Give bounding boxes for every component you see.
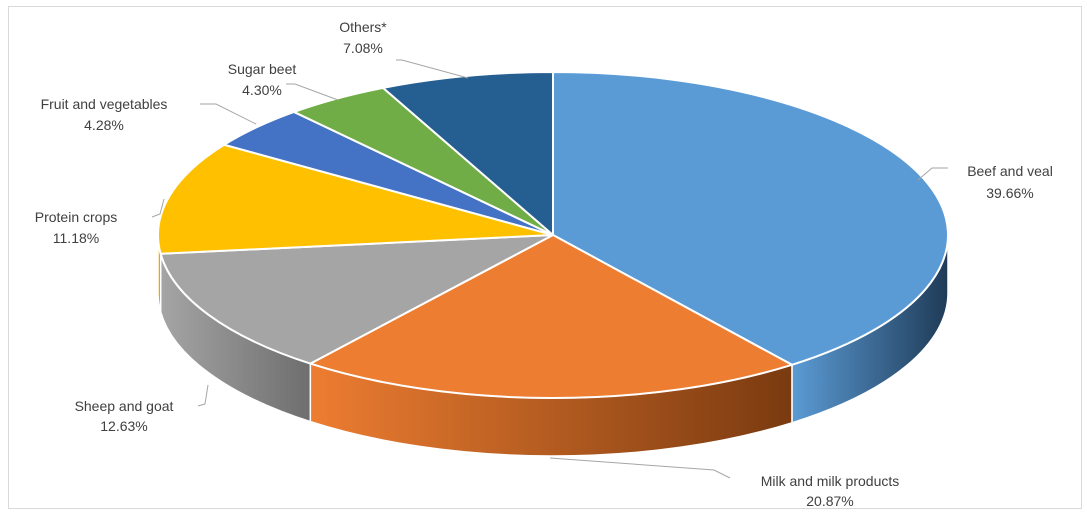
label-name-sheep: Sheep and goat [75, 398, 174, 414]
leader-line-protein [151, 198, 165, 218]
label-value-protein: 11.18% [53, 230, 99, 246]
label-value-sugar: 4.30% [242, 82, 282, 98]
label-name-beef: Beef and veal [967, 163, 1053, 179]
label-value-others: 7.08% [343, 40, 383, 56]
leader-line-beef [917, 167, 948, 181]
label-name-protein: Protein crops [35, 209, 117, 225]
label-name-fruit: Fruit and vegetables [41, 96, 168, 112]
label-name-milk: Milk and milk products [761, 473, 900, 489]
label-value-fruit: 4.28% [84, 117, 124, 133]
pie-slices [157, 71, 949, 399]
label-name-sugar: Sugar beet [228, 61, 297, 77]
slice-protein [157, 143, 554, 255]
label-value-sheep: 12.63% [100, 418, 147, 434]
leader-line-sheep [197, 384, 209, 407]
slice-beef [552, 71, 949, 366]
data-labels: Beef and veal 39.66% Milk and milk produ… [35, 19, 1053, 509]
leader-lines [151, 59, 948, 479]
label-value-milk: 20.87% [806, 493, 853, 509]
slice-others [382, 71, 554, 236]
leader-line-fruit [200, 103, 257, 125]
slice-milk [309, 234, 793, 399]
leader-line-sugar [286, 83, 339, 101]
label-value-beef: 39.66% [986, 185, 1033, 201]
leader-line-milk [549, 457, 731, 479]
slice-sheep [159, 234, 554, 365]
leader-line-others [396, 59, 469, 79]
label-name-others: Others* [339, 19, 387, 35]
